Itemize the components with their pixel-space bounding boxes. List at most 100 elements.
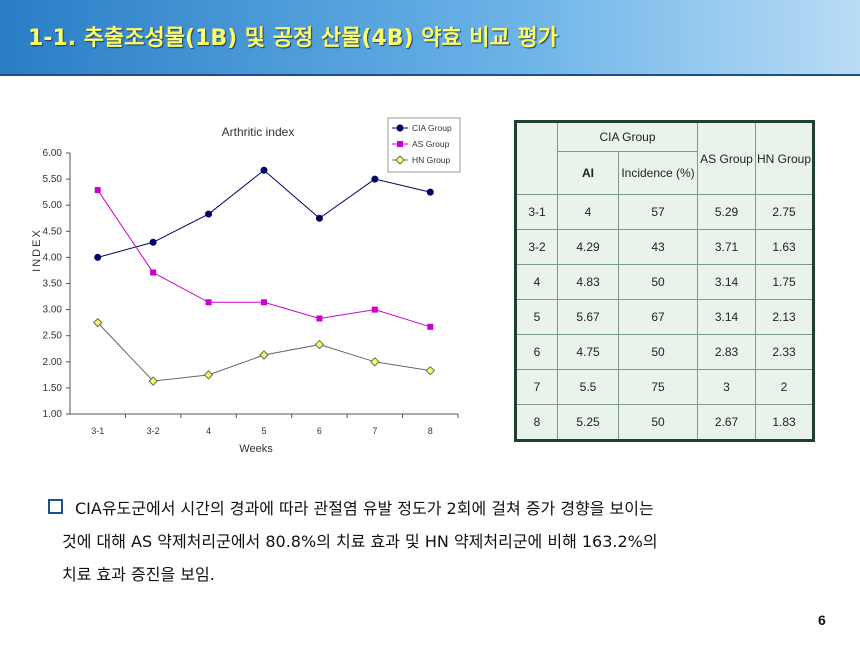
y-tick-label: 3.50 — [43, 279, 63, 290]
row-week-cell: 7 — [515, 369, 558, 405]
chart-svg: Arthritic index 1.00 1.50 2.00 2.50 3.00 3.50 4… — [31, 117, 461, 455]
y-tick-label: 4.50 — [43, 226, 63, 237]
row-incidence-cell: 50 — [618, 334, 698, 370]
row-incidence-cell: 43 — [618, 229, 698, 265]
data-point-diamond — [395, 155, 405, 165]
table-row: 4 4.83 50 3.14 1.75 — [515, 264, 814, 300]
data-point-diamond — [148, 376, 158, 386]
row-ai-cell: 4.29 — [557, 229, 619, 265]
table-row: 5 5.67 67 3.14 2.13 — [515, 299, 814, 335]
data-point-square — [371, 306, 378, 313]
data-point-square — [397, 141, 403, 147]
table-corner-cell — [515, 121, 558, 195]
row-hn-cell: 2.75 — [755, 194, 814, 230]
series-line — [97, 169, 431, 258]
header-hn-group: HN Group — [755, 121, 814, 195]
row-as-cell: 3.14 — [697, 264, 756, 300]
data-point-circle — [205, 210, 213, 218]
x-tick-label: 8 — [428, 426, 433, 436]
summary-line-1: CIA유도군에서 시간의 경과에 따라 관절염 유발 정도가 2회에 걸쳐 증가… — [48, 499, 654, 518]
table-row: 6 4.75 50 2.83 2.33 — [515, 334, 814, 370]
data-point-circle — [94, 253, 102, 261]
data-point-circle — [426, 188, 434, 196]
data-point-square — [150, 269, 157, 276]
row-ai-cell: 5.5 — [557, 369, 619, 405]
row-as-cell: 5.29 — [697, 194, 756, 230]
row-ai-cell: 4.83 — [557, 264, 619, 300]
row-incidence-cell: 50 — [618, 264, 698, 300]
legend-label: AS Group — [412, 139, 450, 149]
legend-label: CIA Group — [412, 123, 452, 133]
checkbox-bullet-icon — [48, 499, 63, 514]
data-point-square — [94, 187, 101, 194]
row-incidence-cell: 75 — [618, 369, 698, 405]
row-week-cell: 6 — [515, 334, 558, 370]
header-as-group: AS Group — [697, 121, 756, 195]
y-tick-label: 2.00 — [43, 357, 63, 368]
row-ai-cell: 5.25 — [557, 404, 619, 441]
x-tick-label: 3-1 — [91, 426, 104, 436]
data-point-square — [427, 323, 434, 330]
x-axis-label: Weeks — [239, 443, 273, 455]
row-as-cell: 2.67 — [697, 404, 756, 441]
row-week-cell: 8 — [515, 404, 558, 441]
row-incidence-cell: 67 — [618, 299, 698, 335]
data-point-diamond — [203, 370, 214, 380]
data-point-square — [205, 299, 212, 306]
x-tick-label: 5 — [261, 426, 266, 436]
y-tick-label: 1.50 — [43, 383, 63, 394]
table-row: 3-2 4.29 43 3.71 1.63 — [515, 229, 814, 265]
row-week-cell: 3-1 — [515, 194, 558, 230]
header-cia-group: CIA Group — [557, 121, 698, 152]
x-tick-label: 7 — [372, 426, 377, 436]
table-body: 3-1 4 57 5.29 2.75 3-2 4.29 43 3.71 1.63 4 4.83 50 3.… — [515, 194, 814, 441]
y-tick-label: 1.00 — [43, 409, 63, 420]
y-axis-label: INDEX — [31, 228, 43, 272]
y-tick-label: 2.50 — [43, 331, 63, 342]
row-as-cell: 3.14 — [697, 299, 756, 335]
table-row: 7 5.5 75 3 2 — [515, 369, 814, 405]
title-bar: 1-1. 추출조성물(1B) 및 공정 산물(4B) 약효 비교 평가 — [0, 0, 860, 76]
summary-paragraph: CIA유도군에서 시간의 경과에 따라 관절염 유발 정도가 2회에 걸쳐 증가… — [48, 492, 828, 591]
summary-line-2: 것에 대해 AS 약제처리군에서 80.8%의 치료 효과 및 HN 약제처리군… — [62, 532, 658, 551]
data-point-diamond — [259, 350, 269, 360]
data-point-circle — [260, 166, 268, 174]
data-table: CIA Group AS Group HN Group AI Incidence… — [514, 120, 815, 442]
data-point-diamond — [370, 357, 380, 367]
row-hn-cell: 2.33 — [755, 334, 814, 370]
row-hn-cell: 1.63 — [755, 229, 814, 265]
row-week-cell: 4 — [515, 264, 558, 300]
row-hn-cell: 1.75 — [755, 264, 814, 300]
table-row: 3-1 4 57 5.29 2.75 — [515, 194, 814, 230]
data-point-diamond — [314, 339, 325, 350]
row-hn-cell: 1.83 — [755, 404, 814, 441]
legend-label: HN Group — [412, 155, 451, 165]
header-ai: AI — [557, 151, 619, 195]
y-tick-label: 4.00 — [43, 252, 63, 263]
table-row: 8 5.25 50 2.67 1.83 — [515, 404, 814, 441]
data-point-diamond — [425, 365, 435, 376]
row-hn-cell: 2 — [755, 369, 814, 405]
summary-line-1-text: CIA유도군에서 시간의 경과에 따라 관절염 유발 정도가 2회에 걸쳐 증가… — [75, 499, 654, 518]
y-tick-label: 3.00 — [43, 305, 63, 316]
series-line — [97, 189, 431, 328]
page-number: 6 — [818, 612, 826, 628]
arthritic-index-chart: Arthritic index 1.00 1.50 2.00 2.50 3.00 3.50 4… — [18, 110, 478, 460]
row-as-cell: 3 — [697, 369, 756, 405]
row-as-cell: 2.83 — [697, 334, 756, 370]
row-ai-cell: 4 — [557, 194, 619, 230]
page-title: 1-1. 추출조성물(1B) 및 공정 산물(4B) 약효 비교 평가 — [28, 26, 558, 51]
row-hn-cell: 2.13 — [755, 299, 814, 335]
header-incidence: Incidence (%) — [618, 151, 698, 195]
data-point-square — [261, 299, 267, 306]
y-tick-label: 5.50 — [43, 174, 63, 185]
row-week-cell: 3-2 — [515, 229, 558, 265]
x-tick-label: 3-2 — [147, 426, 160, 436]
summary-line-3: 치료 효과 증진을 보임. — [62, 565, 215, 584]
y-tick-label: 5.00 — [43, 200, 63, 211]
row-ai-cell: 5.67 — [557, 299, 619, 335]
x-tick-label: 6 — [317, 426, 322, 436]
row-week-cell: 5 — [515, 299, 558, 335]
chart-title: Arthritic index — [222, 125, 295, 139]
row-incidence-cell: 50 — [618, 404, 698, 441]
